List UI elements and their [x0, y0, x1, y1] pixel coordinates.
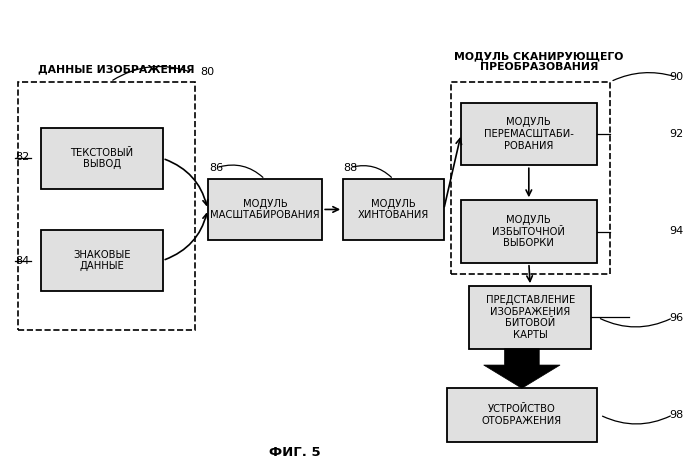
- Bar: [41, 128, 162, 188]
- Text: МОДУЛЬ
МАСШТАБИРОВАНИЯ: МОДУЛЬ МАСШТАБИРОВАНИЯ: [210, 199, 320, 220]
- Bar: [18, 82, 195, 330]
- Text: 82: 82: [15, 152, 29, 162]
- Text: МОДУЛЬ
ХИНТОВАНИЯ: МОДУЛЬ ХИНТОВАНИЯ: [358, 199, 429, 220]
- Text: 90: 90: [669, 72, 684, 82]
- Bar: [41, 230, 162, 291]
- Text: 94: 94: [669, 226, 684, 236]
- Text: 88: 88: [343, 163, 357, 172]
- Bar: [447, 388, 596, 442]
- Text: 80: 80: [201, 67, 215, 78]
- Text: 98: 98: [669, 410, 684, 420]
- Bar: [451, 82, 610, 274]
- Bar: [208, 179, 322, 240]
- Text: ЗНАКОВЫЕ
ДАННЫЕ: ЗНАКОВЫЕ ДАННЫЕ: [73, 250, 130, 271]
- Text: УСТРОЙСТВО
ОТОБРАЖЕНИЯ: УСТРОЙСТВО ОТОБРАЖЕНИЯ: [482, 404, 562, 426]
- Text: ДАННЫЕ ИЗОБРАЖЕНИЯ: ДАННЫЕ ИЗОБРАЖЕНИЯ: [38, 65, 194, 75]
- Text: ТЕКСТОВЫЙ
ВЫВОД: ТЕКСТОВЫЙ ВЫВОД: [70, 148, 133, 169]
- Polygon shape: [484, 349, 560, 388]
- Bar: [461, 102, 596, 165]
- Text: ПРЕДСТАВЛЕНИЕ
ИЗОБРАЖЕНИЯ
БИТОВОЙ
КАРТЫ: ПРЕДСТАВЛЕНИЕ ИЗОБРАЖЕНИЯ БИТОВОЙ КАРТЫ: [486, 295, 575, 340]
- Text: МОДУЛЬ СКАНИРУЮЩЕГО
ПРЕОБРАЗОВАНИЯ: МОДУЛЬ СКАНИРУЮЩЕГО ПРЕОБРАЗОВАНИЯ: [454, 51, 624, 72]
- Text: МОДУЛЬ
ПЕРЕМАСШТАБИ-
РОВАНИЯ: МОДУЛЬ ПЕРЕМАСШТАБИ- РОВАНИЯ: [484, 118, 574, 150]
- Text: 84: 84: [15, 256, 29, 266]
- Text: 92: 92: [669, 129, 684, 139]
- Text: 96: 96: [669, 313, 684, 323]
- Text: МОДУЛЬ
ИЗБЫТОЧНОЙ
ВЫБОРКИ: МОДУЛЬ ИЗБЫТОЧНОЙ ВЫБОРКИ: [492, 215, 566, 248]
- Text: 86: 86: [210, 163, 224, 172]
- Text: ФИГ. 5: ФИГ. 5: [269, 446, 321, 459]
- Bar: [470, 286, 591, 349]
- Bar: [461, 200, 596, 263]
- Bar: [343, 179, 444, 240]
